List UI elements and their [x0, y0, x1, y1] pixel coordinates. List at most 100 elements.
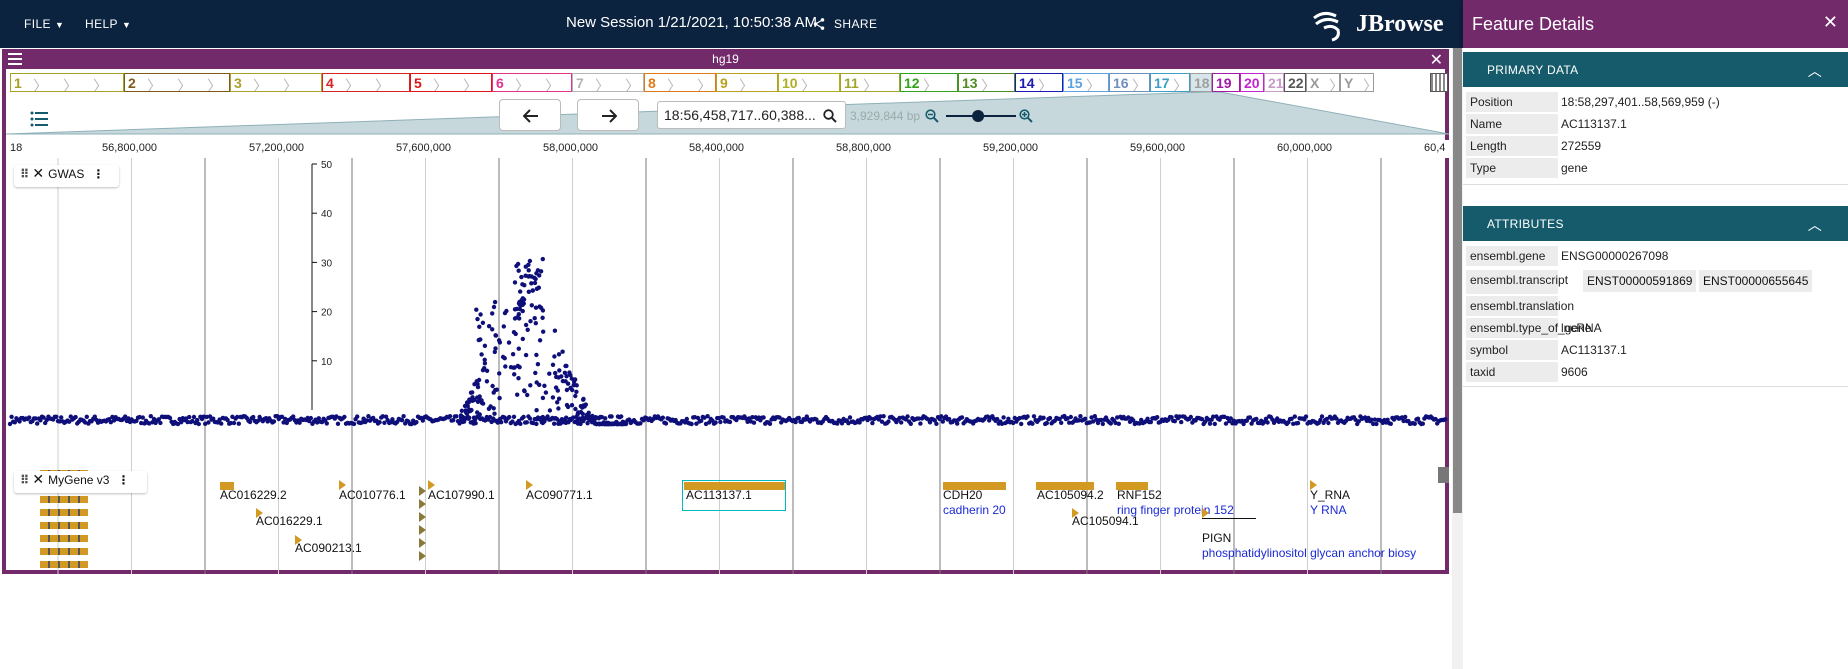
chromosome-18[interactable]: 18 [1190, 73, 1212, 92]
chromosome-12[interactable]: 12 〉 [900, 73, 958, 92]
chromosome-2[interactable]: 2 〉〉〉 [124, 73, 230, 92]
drag-handle-icon[interactable]: ⠿ [20, 473, 29, 487]
gene-name-label[interactable]: PIGN [1202, 531, 1232, 545]
main-scrollbar[interactable] [1452, 48, 1463, 669]
chromosome-21[interactable]: 21 [1264, 73, 1284, 92]
gene-feature-glyph[interactable] [526, 480, 533, 490]
chromosome-7[interactable]: 7 〉〉 [572, 73, 644, 92]
gwas-point [995, 416, 1000, 422]
chromosome-scrollbar[interactable] [1430, 73, 1448, 92]
stacked-gene-glyph[interactable] [40, 548, 88, 555]
stacked-gene-glyph[interactable] [40, 509, 88, 516]
chromosome-17[interactable]: 17 〉 [1150, 73, 1190, 92]
chromosome-6[interactable]: 6 〉〉 [492, 73, 572, 92]
gene-name-label[interactable]: AC016229.1 [256, 514, 323, 528]
chromosome-Y[interactable]: Y〉 [1340, 73, 1374, 92]
drag-handle-icon[interactable]: ⠿ [20, 167, 29, 181]
track-selector-icon[interactable] [30, 111, 50, 127]
gene-track-name: MyGene v3 [48, 473, 110, 487]
session-title[interactable]: New Session 1/21/2021, 10:50:38 AM [566, 14, 818, 31]
chromosome-X[interactable]: X〉 [1306, 73, 1340, 92]
attributes-section-header[interactable]: ATTRIBUTES ︿ [1463, 206, 1848, 241]
gene-track[interactable]: AC016229.2 AC016229.1 AC090213.1 AC010776.1… [6, 466, 1449, 574]
chromosome-20[interactable]: 20 [1240, 73, 1264, 92]
gene-feature-glyph[interactable] [295, 535, 302, 545]
gene-feature-glyph[interactable] [1116, 482, 1148, 490]
stacked-gene-glyph[interactable] [419, 486, 426, 496]
location-input[interactable] [664, 107, 819, 123]
share-button[interactable]: SHARE [812, 17, 877, 31]
close-view-icon[interactable]: ✕ [1429, 52, 1443, 69]
pan-right-button[interactable] [577, 99, 639, 131]
chromosome-10[interactable]: 10 〉 [778, 73, 840, 92]
gene-name-label[interactable]: AC113137.1 [686, 488, 752, 502]
location-search-box[interactable] [657, 101, 846, 129]
gene-name-label[interactable]: Y_RNA [1310, 488, 1351, 502]
gene-name-label[interactable]: AC090771.1 [526, 488, 593, 502]
track-menu-icon[interactable]: ⋮ [117, 473, 130, 487]
stacked-gene-glyph[interactable] [419, 499, 426, 509]
close-track-icon[interactable]: ✕ [32, 165, 45, 181]
gwas-point [537, 304, 542, 309]
chromosome-22[interactable]: 22 [1284, 73, 1306, 92]
gene-name-label[interactable]: CDH20 [943, 488, 983, 502]
stacked-gene-glyph[interactable] [40, 561, 88, 568]
gene-feature-glyph[interactable] [1072, 508, 1079, 518]
gene-track-label[interactable]: ⠿ ✕ MyGene v3 ⋮ [14, 471, 147, 493]
gene-feature-glyph[interactable] [428, 480, 435, 490]
gene-feature-glyph[interactable] [1036, 482, 1094, 490]
stacked-gene-glyph[interactable] [419, 512, 426, 522]
chromosome-4[interactable]: 4 〉〉 [322, 73, 410, 92]
zoom-out-icon[interactable] [925, 109, 939, 123]
stacked-gene-glyph[interactable] [40, 535, 88, 542]
gene-feature-glyph[interactable] [220, 482, 234, 490]
chromosome-5[interactable]: 5 〉〉 [410, 73, 492, 92]
chromosome-15[interactable]: 15 〉 [1063, 73, 1109, 92]
chromosome-13[interactable]: 13 〉 [958, 73, 1015, 92]
stacked-gene-glyph[interactable] [419, 525, 426, 535]
chromosome-16[interactable]: 16 〉 [1109, 73, 1150, 92]
gene-name-label[interactable]: AC090213.1 [295, 541, 362, 555]
ruler[interactable]: 18 56,800,000 57,200,000 57,600,000 58,000,0… [6, 140, 1449, 158]
gene-name-label[interactable]: AC016229.2 [220, 488, 287, 502]
gene-feature-glyph[interactable] [256, 508, 263, 518]
gene-name-label[interactable]: AC105094.2 [1037, 488, 1104, 502]
chromosome-8[interactable]: 8 〉〉 [644, 73, 716, 92]
gene-feature-glyph[interactable] [684, 482, 786, 490]
search-icon[interactable] [823, 109, 837, 123]
scrollbar-thumb[interactable] [1453, 48, 1462, 513]
chromosome-14[interactable]: 14 〉 [1015, 73, 1063, 92]
gene-feature-glyph[interactable] [1202, 508, 1209, 518]
help-menu-button[interactable]: HELP ▼ [85, 17, 131, 31]
chromosome-1[interactable]: 1 〉〉〉 [10, 73, 124, 92]
stacked-gene-glyph[interactable] [419, 551, 426, 561]
gene-name-label[interactable]: AC107990.1 [428, 488, 495, 502]
gene-name-label[interactable]: AC105094.1 [1072, 514, 1139, 528]
close-drawer-icon[interactable]: ✕ [1822, 12, 1838, 32]
zoom-slider-thumb[interactable] [972, 110, 985, 122]
chromosome-3[interactable]: 3 〉〉 [230, 73, 322, 92]
stacked-gene-glyph[interactable] [40, 522, 88, 529]
chromosome-11[interactable]: 11 〉 [840, 73, 900, 92]
zoom-in-icon[interactable] [1019, 109, 1033, 123]
primary-data-section-header[interactable]: PRIMARY DATA ︿ [1463, 52, 1848, 87]
stacked-gene-glyph[interactable] [419, 538, 426, 548]
file-menu-button[interactable]: FILE ▼ [24, 17, 64, 31]
close-track-icon[interactable]: ✕ [32, 471, 45, 487]
hamburger-menu-icon[interactable] [8, 53, 22, 65]
zoom-slider[interactable] [946, 109, 1016, 123]
gene-name-label[interactable]: RNF152 [1117, 488, 1162, 502]
chromosome-9[interactable]: 9 〉 [716, 73, 778, 92]
stacked-gene-glyph[interactable] [40, 496, 88, 503]
chromosome-overview-bar[interactable]: 1 〉〉〉 2 〉〉〉 3 〉〉 4 〉〉 5 〉〉 6 〉〉 7 〉〉 8 〉〉 9 〉 10 〉 11 〉 12 〉 13 〉… [10, 73, 1448, 92]
gwas-track-label[interactable]: ⠿ ✕ GWAS ⋮ [14, 165, 119, 187]
gwas-manhattan-plot[interactable]: 50 40 30 20 10 [6, 158, 1449, 466]
gene-feature-glyph[interactable] [339, 480, 346, 490]
track-menu-icon[interactable]: ⋮ [92, 167, 105, 181]
gene-name-label[interactable]: AC010776.1 [339, 488, 406, 502]
gene-feature-glyph[interactable] [943, 482, 1006, 490]
pan-left-button[interactable] [499, 99, 561, 131]
track-scrollbar[interactable] [1438, 467, 1449, 483]
gene-feature-glyph[interactable] [1310, 480, 1317, 490]
chromosome-19[interactable]: 19 [1212, 73, 1240, 92]
